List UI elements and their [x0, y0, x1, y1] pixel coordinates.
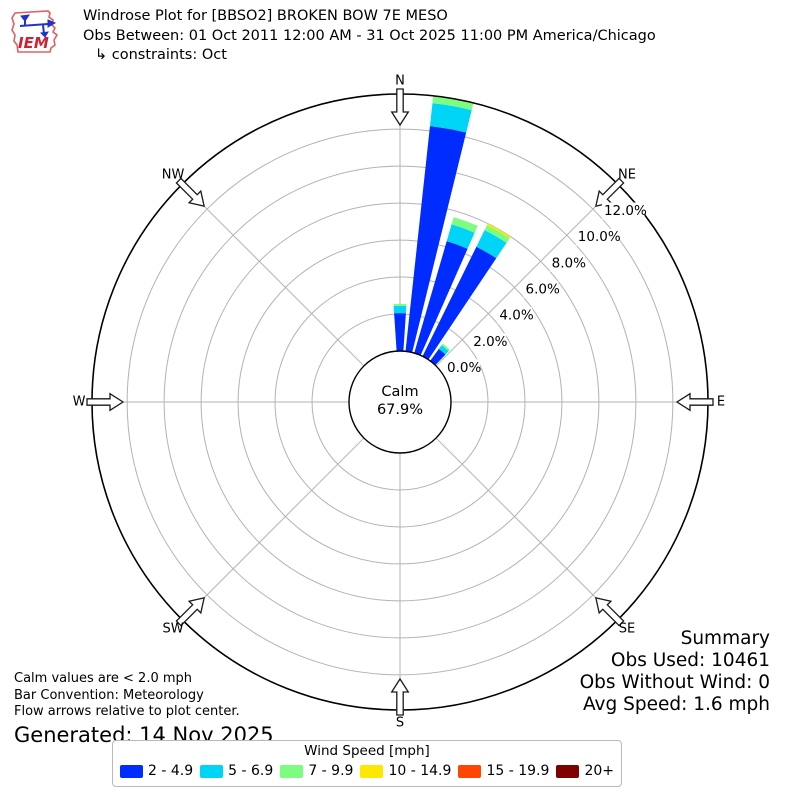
legend-entry: 2 - 4.9 — [120, 763, 193, 779]
compass-label-se: SE — [619, 621, 635, 636]
wind-bar-segment — [438, 345, 449, 355]
flow-arrow-e — [675, 392, 714, 412]
compass-label-n: N — [395, 74, 405, 89]
header: Windrose Plot for [BBSO2] BROKEN BOW 7E … — [83, 7, 656, 66]
legend-title: Wind Speed [mph] — [304, 743, 430, 759]
radial-tick-bg — [445, 359, 480, 377]
compass-label-sw: SW — [162, 621, 183, 636]
grid-spoke — [181, 183, 365, 367]
weather-vane-icon — [19, 14, 57, 38]
radial-tick-bg — [601, 202, 645, 220]
flow-arrow-nw — [175, 177, 205, 207]
plot-constraints: ↳ constraints: Oct — [95, 47, 227, 63]
grid-spoke — [435, 183, 619, 367]
flow-arrow-w — [86, 392, 125, 412]
legend-label: 10 - 14.9 — [388, 763, 452, 779]
legend-entry: 10 - 14.9 — [360, 763, 451, 779]
legend-label: 5 - 6.9 — [228, 763, 274, 779]
wind-bar-segment — [484, 225, 510, 243]
radial-tick-label: 10.0% — [578, 229, 621, 245]
calm-circle — [348, 350, 452, 454]
legend-swatch-icon — [556, 764, 580, 778]
radial-tick-bg — [497, 307, 533, 325]
summary-obs-without-wind: Obs Without Wind: 0 — [579, 672, 770, 693]
wind-bar-segment — [422, 246, 497, 360]
plot-title: Windrose Plot for [BBSO2] BROKEN BOW 7E … — [83, 8, 448, 24]
wind-bar-segment — [394, 313, 406, 352]
plot-subtitle: Obs Between: 01 Oct 2011 12:00 AM - 31 O… — [83, 27, 656, 44]
summary-title: Summary — [680, 628, 770, 649]
legend-swatch-icon — [280, 764, 304, 778]
iem-logo: IEM — [11, 10, 59, 53]
compass-label-s: S — [396, 716, 404, 731]
grid-spoke — [435, 437, 619, 621]
legend-entry: 20+ — [556, 763, 614, 779]
radial-tick-label: 4.0% — [499, 308, 533, 324]
compass-label-nw: NW — [162, 168, 185, 183]
radial-tick-label: 12.0% — [604, 203, 647, 219]
summary-obs-used: Obs Used: 10461 — [610, 650, 770, 671]
wind-speed-legend: Wind Speed [mph] 2 - 4.9 5 - 6.9 7 - 9.9 10… — [112, 740, 622, 787]
radial-tick-label: 2.0% — [473, 334, 507, 350]
legend-swatch-icon — [200, 764, 224, 778]
flow-arrow-se — [595, 597, 625, 627]
legend-swatch-icon — [120, 764, 143, 778]
wind-bar-segment — [405, 126, 467, 353]
compass-label-ne: NE — [618, 168, 636, 183]
wind-bar-segment — [487, 223, 511, 239]
calm-note: Calm values are < 2.0 mph — [14, 671, 193, 686]
calm-value: 67.9% — [377, 402, 423, 418]
wind-bar-segment — [432, 95, 474, 111]
summary-avg-speed: Avg Speed: 1.6 mph — [582, 694, 770, 715]
legend-items: 2 - 4.9 5 - 6.9 7 - 9.9 10 - 14.9 15 - 19.9 2… — [113, 763, 621, 779]
radial-tick-label: 0.0% — [447, 360, 481, 376]
radial-tick-bg — [523, 280, 559, 298]
wind-bar-segment — [441, 343, 451, 352]
radial-tick-bg — [549, 254, 585, 272]
compass-label-e: E — [717, 395, 725, 410]
wind-bar-segment — [393, 303, 407, 306]
calm-label: Calm — [381, 384, 418, 400]
radial-tick-label: 6.0% — [526, 281, 560, 297]
iowa-outline-icon — [11, 10, 59, 53]
wind-bar-segment — [476, 230, 507, 259]
legend-swatch-icon — [458, 764, 482, 778]
plot-notes: Calm values are < 2.0 mph Bar Convention… — [14, 671, 274, 748]
legend-label: 7 - 9.9 — [308, 763, 354, 779]
radial-tick-bg — [575, 228, 619, 246]
flow-arrow-s — [390, 677, 410, 716]
legend-entry: 7 - 9.9 — [280, 763, 353, 779]
radial-tick-label: 8.0% — [552, 255, 586, 271]
radial-tick-bg — [471, 333, 507, 351]
grid-spoke — [181, 437, 365, 621]
summary-block: Summary Obs Used: 10461 Obs Without Wind… — [580, 628, 770, 716]
iem-logo-text: IEM — [18, 34, 49, 52]
legend-entry: 15 - 19.9 — [458, 763, 549, 779]
wind-bar-segment — [430, 348, 446, 366]
legend-entry: 5 - 6.9 — [200, 763, 273, 779]
legend-label: 15 - 19.9 — [486, 763, 550, 779]
legend-label: 20+ — [584, 763, 614, 779]
wind-bar-segment — [414, 241, 468, 356]
flow-arrow-n — [390, 88, 410, 127]
wind-bar-segment — [393, 305, 407, 314]
compass-label-w: W — [73, 395, 86, 410]
wind-bar-segment — [446, 224, 475, 249]
bar-convention-note: Bar Convention: Meteorology — [14, 687, 204, 703]
flow-arrows-note: Flow arrows relative to plot center. — [14, 704, 240, 719]
legend-swatch-icon — [360, 764, 384, 778]
wind-bar-segment — [451, 217, 478, 233]
wind-bar-segment — [429, 103, 472, 133]
legend-label: 2 - 4.9 — [148, 763, 194, 779]
flow-arrow-sw — [175, 597, 205, 627]
